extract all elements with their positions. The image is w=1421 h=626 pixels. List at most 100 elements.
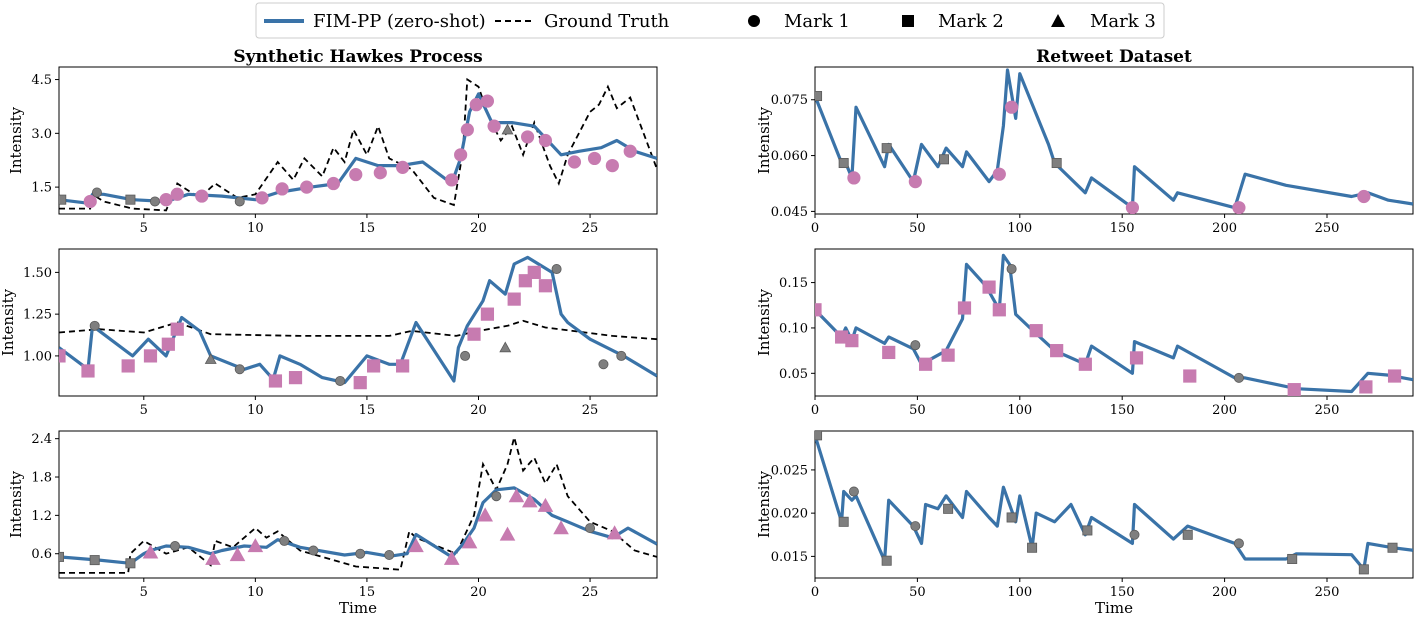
event-marker-mark2 (957, 301, 972, 315)
panel-retweet-row-2: 0 50 100 150 200 250 0.05 0.10 0.15 Intensity (755, 248, 1414, 418)
x-tick-label: 10 (247, 221, 264, 236)
event-marker-mark2 (143, 349, 158, 363)
x-tick-label: 20 (470, 403, 487, 418)
legend-truth-label: Ground Truth (544, 11, 670, 32)
event-marker-mark1 (1232, 201, 1246, 214)
event-marker-mark2 (527, 265, 541, 279)
event-marker-mark1 (908, 175, 922, 189)
event-marker-mark2 (815, 91, 823, 102)
event-marker-mark3 (501, 123, 514, 135)
event-marker-mark1 (91, 187, 102, 198)
x-tick-label: 100 (1007, 585, 1032, 600)
event-marker-mark2 (1387, 542, 1398, 553)
y-tick-label: 3.0 (31, 127, 52, 142)
event-marker-mark2 (1006, 512, 1017, 523)
event-marker-mark1 (234, 196, 245, 207)
y-axis-title: Intensity (755, 106, 773, 174)
event-marker-mark2 (845, 334, 859, 348)
event-marker-mark1 (355, 548, 366, 559)
y-tick-label: 0.075 (771, 93, 808, 108)
event-marker-mark2 (170, 322, 184, 336)
x-tick-label: 0 (811, 403, 819, 418)
event-marker-mark2 (939, 154, 950, 165)
event-marker-mark3 (508, 488, 525, 503)
event-marker-mark3 (499, 341, 512, 353)
plot-area (815, 253, 1413, 396)
event-marker-mark3 (205, 550, 221, 565)
event-marker-mark2 (81, 364, 95, 378)
y-axis-title: Intensity (7, 470, 25, 538)
y-tick-label: 0.060 (771, 149, 808, 164)
axes-frame (814, 248, 1414, 397)
event-marker-mark2 (1050, 344, 1064, 358)
event-marker-mark1 (491, 491, 502, 502)
event-marker-mark3 (477, 507, 493, 522)
event-marker-mark1 (616, 350, 627, 361)
event-marker-mark1 (349, 167, 363, 182)
legend: FIM-PP (zero-shot) Ground Truth Mark 1 M… (255, 2, 1165, 39)
event-marker-mark2 (992, 303, 1006, 317)
event-marker-mark1 (1125, 201, 1140, 214)
x-tick-label: 50 (909, 403, 926, 418)
event-marker-mark3 (443, 550, 460, 565)
x-tick-label: 10 (247, 585, 264, 600)
plot-area (59, 77, 657, 212)
event-marker-mark1 (538, 133, 553, 148)
event-marker-mark3 (537, 497, 554, 512)
event-marker-mark3 (606, 525, 623, 540)
event-marker-mark2 (1082, 525, 1093, 536)
event-marker-mark2 (1051, 158, 1062, 169)
event-marker-mark1 (520, 130, 535, 144)
event-marker-mark2 (881, 143, 892, 154)
y-axis-title: Intensity (755, 288, 773, 356)
event-marker-mark1 (1005, 100, 1019, 114)
x-tick-label: 20 (470, 221, 487, 236)
plot-area (59, 433, 657, 574)
panel-synthetic-row-3: 5 10 15 20 25 0.6 1.2 1.8 2.4 Intensity Time (7, 430, 658, 617)
x-tick-label: 5 (140, 403, 148, 418)
event-marker-mark2 (838, 516, 849, 527)
event-marker-mark1 (1006, 263, 1017, 274)
event-marker-mark1 (1233, 538, 1244, 549)
event-marker-mark1 (605, 158, 619, 173)
event-marker-mark1 (1233, 372, 1244, 383)
y-tick-label: 0.025 (771, 463, 808, 478)
x-tick-label: 5 (140, 221, 148, 236)
event-marker-mark2 (1287, 553, 1298, 564)
event-marker-mark2 (882, 345, 896, 360)
legend-model-label: FIM-PP (zero-shot) (313, 11, 486, 32)
x-tick-label: 5 (140, 585, 148, 600)
event-marker-mark2 (943, 503, 954, 514)
legend-mark3-label: Mark 3 (1090, 11, 1156, 32)
event-marker-mark2 (815, 303, 822, 317)
event-marker-mark1 (487, 119, 501, 133)
x-tick-label: 15 (359, 221, 376, 236)
event-marker-mark1 (300, 180, 314, 194)
y-tick-label: 1.25 (23, 308, 52, 323)
event-marker-mark2 (125, 558, 136, 569)
x-tick-label: 25 (582, 403, 599, 418)
event-marker-mark3 (522, 493, 538, 508)
y-tick-label: 1.8 (31, 471, 52, 486)
event-marker-mark2 (59, 194, 67, 205)
legend-frame (255, 2, 1165, 39)
y-tick-label: 1.50 (23, 266, 52, 281)
event-marker-mark3 (461, 534, 478, 549)
event-marker-mark2 (89, 555, 100, 566)
x-axis-title: Time (1095, 599, 1133, 617)
event-marker-mark1 (308, 545, 319, 556)
event-marker-mark1 (460, 123, 474, 137)
panel-synthetic-row-1: 5 10 15 20 25 1.5 3.0 4.5 Intensity (7, 66, 658, 236)
x-tick-label: 150 (1110, 403, 1135, 418)
event-marker-mark1 (623, 144, 637, 158)
x-tick-label: 250 (1315, 403, 1340, 418)
model-intensity-line (815, 434, 1413, 572)
event-marker-mark2 (59, 349, 66, 363)
event-marker-mark3 (229, 547, 246, 562)
model-intensity-line (59, 255, 657, 385)
event-marker-mark1 (89, 320, 100, 331)
event-marker-mark2 (1183, 369, 1197, 383)
event-marker-mark2 (1387, 369, 1402, 383)
model-intensity-line (815, 253, 1413, 394)
x-tick-label: 50 (909, 221, 926, 236)
